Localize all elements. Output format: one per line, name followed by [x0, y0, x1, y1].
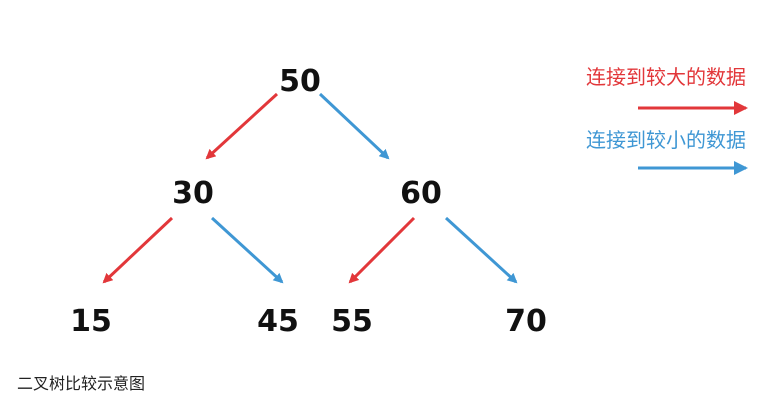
- legend-red-label: 连接到较大的数据: [586, 65, 746, 89]
- legend: 连接到较大的数据 连接到较小的数据: [586, 65, 748, 175]
- tree-edges: [102, 92, 518, 284]
- edge-30-to-15: [102, 216, 174, 284]
- edge-30-to-45: [210, 216, 284, 284]
- node-15: 15: [70, 304, 112, 339]
- edge-50-to-30: [205, 92, 279, 160]
- node-60: 60: [400, 176, 442, 211]
- node-45: 45: [257, 304, 299, 339]
- node-50: 50: [279, 64, 321, 99]
- tree-nodes: 50 30 60 15 45 55 70: [70, 64, 547, 339]
- node-30: 30: [172, 176, 214, 211]
- legend-blue-label: 连接到较小的数据: [586, 128, 746, 152]
- diagram-caption: 二叉树比较示意图: [17, 374, 145, 393]
- node-55: 55: [331, 304, 373, 339]
- node-70: 70: [505, 304, 547, 339]
- edge-60-to-55: [348, 216, 416, 284]
- edge-50-to-60: [318, 92, 390, 160]
- edge-60-to-70: [444, 216, 518, 284]
